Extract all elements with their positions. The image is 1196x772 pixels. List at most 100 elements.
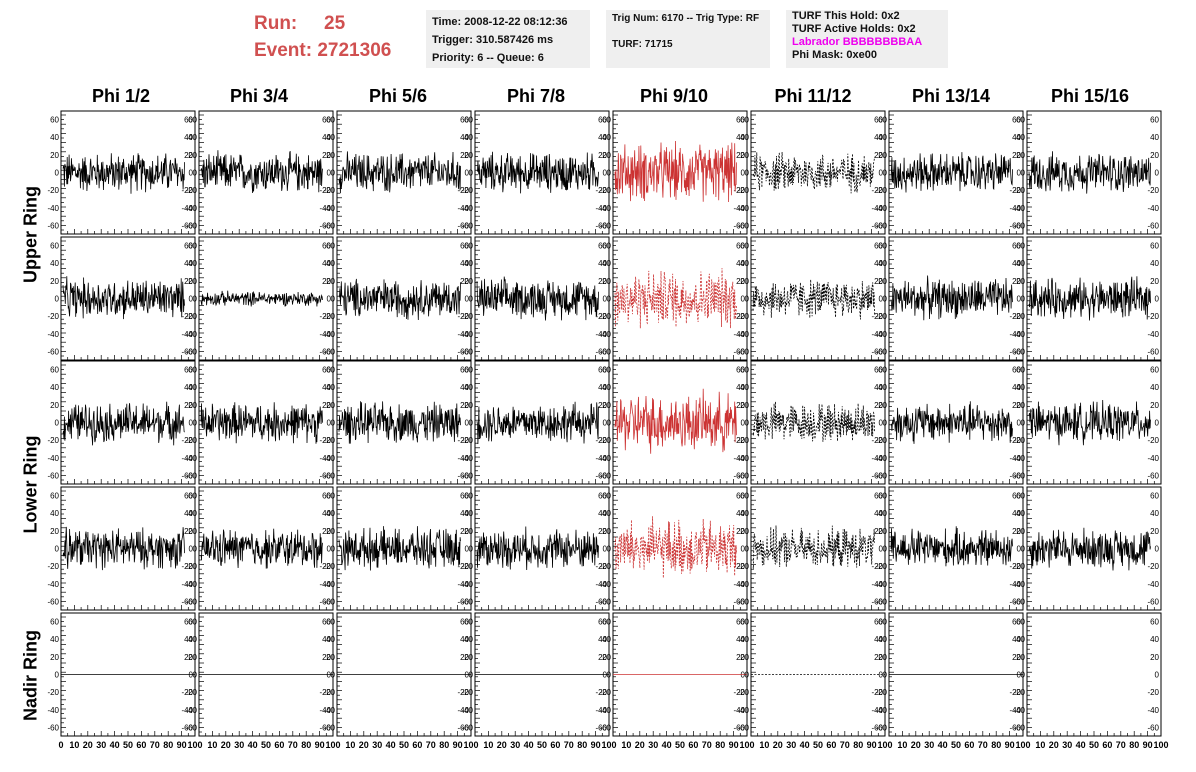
y-tick-label-right: -60 <box>871 222 883 231</box>
waveform-trace <box>1028 151 1151 194</box>
y-tick-label: -20 <box>47 688 59 697</box>
y-tick-label-right: -60 <box>595 724 607 733</box>
y-tick-label: 40 <box>878 383 887 392</box>
y-tick-label: 20 <box>188 527 197 536</box>
y-tick-label: 20 <box>740 277 749 286</box>
y-tick-label: 60 <box>326 241 335 250</box>
y-tick-label-right: 40 <box>460 259 469 268</box>
y-tick-label-right: 20 <box>1150 527 1159 536</box>
y-tick-label-right: 0 <box>741 671 746 680</box>
y-tick-label-right: 20 <box>460 527 469 536</box>
y-tick-label-right: 60 <box>736 491 745 500</box>
y-tick-label-right: 0 <box>1017 545 1022 554</box>
y-tick-label: -20 <box>599 186 611 195</box>
y-tick-label-right: -20 <box>181 562 193 571</box>
waveform-trace <box>1028 527 1151 571</box>
y-tick-label: 60 <box>326 115 335 124</box>
y-tick-label: 40 <box>1016 635 1025 644</box>
y-tick-label: -40 <box>599 580 611 589</box>
waveform-trace <box>752 279 875 320</box>
y-tick-label-right: 40 <box>1150 133 1159 142</box>
y-tick-label-right: -20 <box>319 562 331 571</box>
x-tick-label: 50 <box>399 740 409 750</box>
x-tick-label: 50 <box>261 740 271 750</box>
y-tick-label: 20 <box>326 653 335 662</box>
y-tick-label: 20 <box>326 151 335 160</box>
y-tick-label-right: 40 <box>460 383 469 392</box>
y-tick-label-right: -40 <box>1147 454 1159 463</box>
y-tick-label-right: -40 <box>181 330 193 339</box>
y-tick-label-right: 60 <box>184 365 193 374</box>
y-tick-label: -40 <box>875 580 887 589</box>
y-tick-label: -20 <box>461 312 473 321</box>
y-tick-label-right: 60 <box>874 365 883 374</box>
y-tick-label: -20 <box>323 688 335 697</box>
waveform-trace <box>200 528 323 569</box>
y-tick-label: -40 <box>461 454 473 463</box>
column-header-1: Phi 1/2 <box>91 86 151 106</box>
y-tick-label-right: 40 <box>460 509 469 518</box>
x-tick-label: 40 <box>1076 740 1086 750</box>
y-tick-label: -60 <box>323 724 335 733</box>
y-tick-label-right: -20 <box>319 186 331 195</box>
y-tick-label-right: 0 <box>1017 671 1022 680</box>
y-tick-label-right: 20 <box>184 401 193 410</box>
y-tick-label-right: -40 <box>319 580 331 589</box>
y-tick-label-right: 20 <box>736 151 745 160</box>
y-tick-label-right: 0 <box>879 671 884 680</box>
x-tick-label: 100 <box>877 740 892 750</box>
y-tick-label: -20 <box>185 688 197 697</box>
y-tick-label: -20 <box>185 562 197 571</box>
y-tick-label-right: 0 <box>741 295 746 304</box>
y-tick-label-right: 0 <box>189 169 194 178</box>
x-tick-label: 20 <box>497 740 507 750</box>
y-tick-label: 0 <box>469 545 474 554</box>
waveform-trace <box>476 526 599 571</box>
y-tick-label-right: 60 <box>598 365 607 374</box>
y-tick-label: 0 <box>331 169 336 178</box>
y-tick-label: -40 <box>599 330 611 339</box>
y-tick-label: 60 <box>602 617 611 626</box>
y-tick-label: 0 <box>745 169 750 178</box>
y-tick-label: -40 <box>737 204 749 213</box>
x-tick-label: 50 <box>123 740 133 750</box>
y-tick-label-right: 40 <box>598 509 607 518</box>
y-tick-label: 60 <box>50 115 59 124</box>
y-tick-label: 40 <box>464 259 473 268</box>
x-tick-label: 40 <box>524 740 534 750</box>
event-value: 2721306 <box>317 40 392 61</box>
waveform-trace <box>476 401 599 445</box>
y-tick-label: 0 <box>331 545 336 554</box>
y-tick-label: -20 <box>47 186 59 195</box>
run-event-block: Run: 25 Event: 2721306 <box>254 10 391 64</box>
y-tick-label: 0 <box>1021 419 1026 428</box>
waveform-trace <box>890 526 1013 567</box>
y-tick-label-right: -20 <box>319 312 331 321</box>
y-tick-label: 0 <box>469 169 474 178</box>
y-tick-label: -20 <box>185 186 197 195</box>
x-tick-label: 30 <box>786 740 796 750</box>
x-tick-label: 70 <box>978 740 988 750</box>
y-tick-label: 60 <box>188 241 197 250</box>
y-tick-label-right: 40 <box>1150 509 1159 518</box>
y-tick-label-right: 60 <box>460 115 469 124</box>
y-tick-label: 40 <box>50 383 59 392</box>
x-tick-label: 70 <box>426 740 436 750</box>
y-tick-label-right: -20 <box>457 436 469 445</box>
waveform-trace <box>890 152 1013 193</box>
y-tick-label: -60 <box>1013 472 1025 481</box>
y-tick-label: 60 <box>602 365 611 374</box>
y-tick-label-right: 60 <box>460 617 469 626</box>
y-tick-label-right: 60 <box>184 491 193 500</box>
x-tick-label: 80 <box>577 740 587 750</box>
y-tick-label: -60 <box>599 222 611 231</box>
y-tick-label-right: -60 <box>595 348 607 357</box>
y-tick-label-right: 60 <box>322 241 331 250</box>
y-tick-label: 20 <box>1016 401 1025 410</box>
y-tick-label-right: 20 <box>184 527 193 536</box>
y-tick-label-right: -60 <box>871 598 883 607</box>
waveform-trace <box>62 276 185 320</box>
y-tick-label: -60 <box>737 598 749 607</box>
y-tick-label-right: 0 <box>1017 169 1022 178</box>
x-tick-label: 50 <box>1089 740 1099 750</box>
